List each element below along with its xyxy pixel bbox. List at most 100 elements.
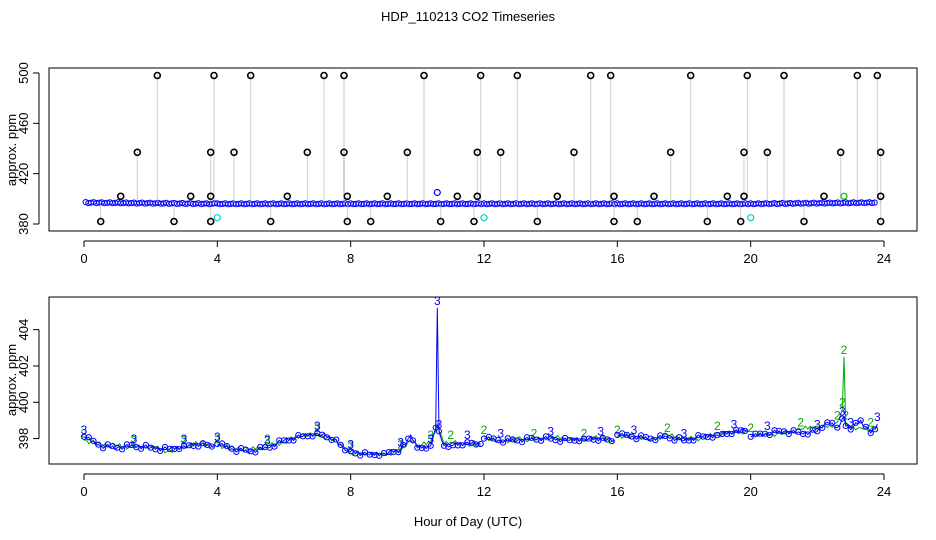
bottom-series-marker: 2 — [264, 432, 271, 446]
bottom-data-point — [357, 452, 364, 459]
top-outlier-point — [366, 217, 375, 226]
top-outlier-point — [206, 192, 215, 201]
bottom-series-marker: 2 — [427, 428, 434, 442]
top-data-point — [869, 199, 876, 207]
bottom-series-marker: 3 — [347, 437, 354, 451]
bottom-data-point — [671, 437, 678, 444]
top-x-tick-label: 4 — [214, 251, 221, 266]
bottom-series-marker: 3 — [427, 432, 434, 446]
bottom-data-point — [747, 433, 754, 440]
bottom-data-point — [742, 427, 749, 434]
bottom-data-point — [464, 439, 471, 446]
bottom-series-marker: 2 — [839, 396, 846, 410]
bottom-data-point — [872, 426, 879, 433]
bottom-data-point — [842, 422, 849, 429]
bottom-x-tick-label: 4 — [214, 484, 221, 499]
bottom-data-point — [432, 424, 439, 431]
top-outlier-point — [800, 217, 808, 226]
bottom-data-point — [652, 437, 659, 444]
top-outlier-point — [133, 148, 142, 157]
bottom-data-point — [228, 445, 235, 452]
bottom-data-point — [477, 440, 484, 448]
top-x-tick-label: 8 — [347, 251, 354, 266]
top-outlier-point — [303, 148, 312, 157]
top-x-tick-label: 0 — [80, 251, 87, 266]
bottom-series-marker: 3 — [814, 417, 821, 431]
bottom-series-marker: 2 — [81, 426, 88, 440]
bottom-data-point — [676, 434, 683, 441]
bottom-data-point — [99, 445, 107, 452]
bottom-series-marker: 3 — [847, 416, 854, 430]
bottom-series-marker: 3 — [436, 417, 443, 431]
bottom-series-marker: 2 — [531, 426, 538, 440]
bottom-data-point — [495, 437, 502, 444]
top-plot-frame — [48, 67, 918, 232]
top-outlier-point — [740, 192, 748, 201]
bottom-data-point — [142, 441, 149, 449]
top-outlier-point — [420, 71, 428, 80]
bottom-y-axis-label: approx. ppm — [4, 344, 19, 416]
bottom-data-point — [271, 443, 278, 450]
bottom-series-marker: 2 — [347, 439, 354, 453]
bottom-y-tick-label: 398 — [16, 428, 31, 450]
bottom-data-point — [785, 430, 792, 438]
bottom-series-marker: 2 — [614, 423, 621, 437]
bottom-data-point — [847, 426, 854, 433]
bottom-data-point — [633, 436, 640, 443]
bottom-data-point — [423, 445, 430, 452]
bottom-series-marker: 2 — [797, 416, 804, 430]
bottom-series-line — [217, 307, 481, 457]
bottom-data-point — [499, 439, 507, 446]
top-outlier-point — [513, 71, 522, 80]
top-outlier-point — [610, 192, 618, 201]
top-outlier-point — [876, 192, 885, 201]
bottom-data-point — [852, 419, 859, 426]
top-outlier-point — [403, 148, 412, 157]
top-outlier-point — [170, 217, 178, 226]
bottom-data-point — [328, 436, 335, 444]
top-outlier-point — [666, 148, 675, 157]
bottom-series-marker: 2 — [714, 419, 721, 433]
bottom-data-point — [376, 452, 383, 459]
bottom-series-marker: 3 — [264, 434, 271, 448]
top-outlier-point — [153, 71, 162, 80]
bottom-x-tick-label: 8 — [347, 484, 354, 499]
top-y-tick-label: 460 — [16, 112, 31, 134]
bottom-data-point — [342, 447, 349, 454]
bottom-data-point — [814, 428, 821, 435]
x-axis-label: Hour of Day (UTC) — [413, 514, 523, 529]
bottom-data-point — [690, 437, 697, 444]
bottom-series-marker: 3 — [214, 430, 221, 444]
bottom-data-point — [435, 428, 443, 435]
bottom-series-marker: 2 — [664, 421, 671, 435]
top-y-tick-label: 500 — [16, 62, 31, 84]
top-outlier-point — [780, 71, 788, 80]
top-outlier-point — [736, 217, 745, 226]
bottom-data-point — [709, 434, 716, 441]
top-outlier-point — [473, 148, 482, 157]
bottom-series-marker: 3 — [81, 423, 88, 437]
top-outlier-point — [470, 217, 478, 226]
bottom-series-marker: 2 — [447, 428, 454, 442]
top-y-axis-label: approx. ppm — [4, 114, 19, 186]
top-outlier-point — [116, 192, 125, 201]
top-outlier-point — [96, 217, 105, 226]
bottom-data-point — [128, 441, 135, 449]
bottom-series-marker: 3 — [764, 419, 771, 433]
top-outlier-point — [206, 217, 215, 226]
bottom-series-marker: 3 — [434, 294, 441, 308]
bottom-data-point — [219, 440, 226, 447]
top-outlier-point — [743, 71, 752, 80]
bottom-series-marker: 3 — [314, 419, 321, 433]
bottom-data-point — [685, 437, 692, 444]
top-outlier-point — [533, 217, 542, 226]
bottom-data-point — [819, 424, 826, 431]
bottom-data-point — [309, 433, 316, 440]
top-outlier-point — [703, 217, 712, 226]
bottom-data-point — [323, 434, 330, 441]
bottom-data-point — [628, 433, 635, 440]
bottom-series-marker: 2 — [181, 434, 188, 448]
bottom-data-point — [576, 438, 583, 445]
bottom-data-point — [538, 437, 545, 444]
